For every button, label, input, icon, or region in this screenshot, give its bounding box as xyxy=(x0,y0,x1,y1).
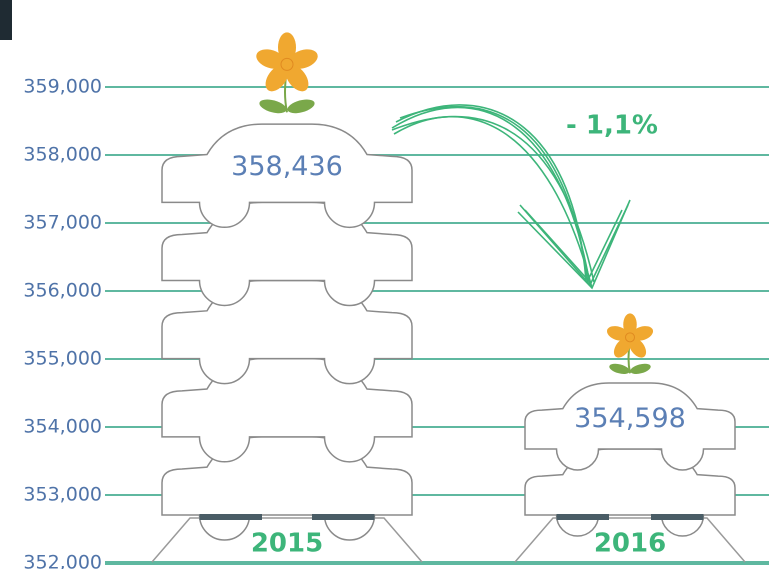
flower-center xyxy=(626,333,635,342)
wheel-base xyxy=(651,514,704,520)
wheel-base xyxy=(312,514,375,520)
flower xyxy=(254,32,320,115)
flower-leaf xyxy=(258,97,288,116)
y-tick-label: 353,000 xyxy=(23,484,102,506)
value-label: 358,436 xyxy=(231,151,343,182)
year-label: 2016 xyxy=(594,529,666,559)
flower-center xyxy=(281,58,293,70)
car-outline xyxy=(162,437,412,540)
y-tick-label: 352,000 xyxy=(23,552,102,569)
wheel-base xyxy=(557,514,610,520)
flower-leaf xyxy=(286,97,316,116)
y-tick-label: 359,000 xyxy=(23,76,102,98)
flower-leaf xyxy=(629,362,652,376)
y-tick-label: 354,000 xyxy=(23,416,102,438)
chart: - 1,1% 352,000 353,000 354,000 355,000 356,0… xyxy=(0,0,769,569)
flower-leaf xyxy=(608,362,631,376)
car-outline xyxy=(525,449,735,536)
car-stack xyxy=(162,124,412,540)
y-tick-label: 356,000 xyxy=(23,280,102,302)
y-tick-label: 357,000 xyxy=(23,212,102,234)
corner-block xyxy=(0,0,12,40)
change-annotation: - 1,1% xyxy=(566,111,658,141)
y-tick-label: 358,000 xyxy=(23,144,102,166)
wheel-base xyxy=(200,514,263,520)
value-label: 354,598 xyxy=(574,403,686,434)
flower xyxy=(605,313,655,376)
year-label: 2015 xyxy=(251,529,323,559)
y-tick-label: 355,000 xyxy=(23,348,102,370)
